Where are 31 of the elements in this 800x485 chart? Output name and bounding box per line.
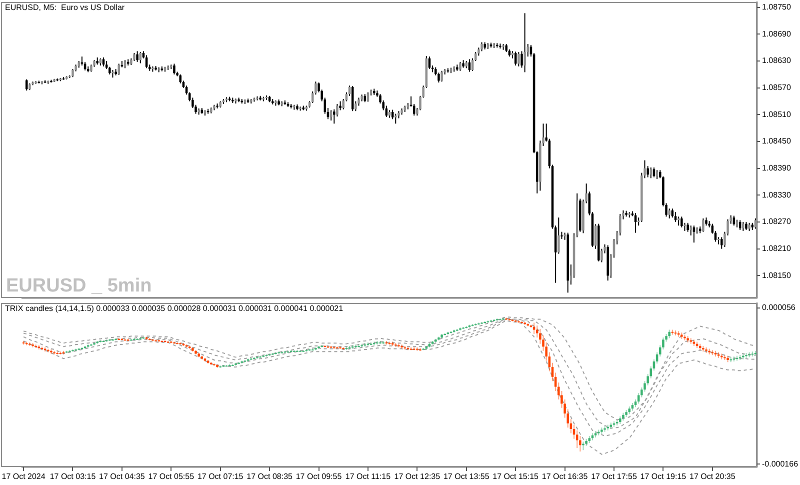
x-tick-label: 17 Oct 2024 [2, 472, 46, 482]
x-tick-label: 17 Oct 07:15 [197, 472, 244, 482]
x-tick-label: 17 Oct 11:15 [345, 472, 392, 482]
y-tick-label: 1.08570 [762, 83, 792, 92]
y-tick-label: 1.08150 [762, 270, 792, 280]
y-tick-label: -0.000166 [762, 459, 799, 468]
x-tick-label: 17 Oct 15:15 [492, 472, 540, 482]
annotation: EURUSD _ 5min [6, 276, 152, 297]
y-tick-label: 0.000056 [762, 303, 796, 312]
y-tick-label: 1.08210 [762, 244, 792, 254]
y-tick-label: 1.08270 [762, 217, 792, 226]
y-tick-label: 1.08450 [762, 136, 792, 146]
y-tick-label: 1.08510 [762, 110, 792, 119]
x-tick-label: 17 Oct 08:35 [246, 472, 294, 482]
x-tick-label: 17 Oct 19:15 [640, 472, 687, 482]
chart-title: TRIX candles (14,14,1.5) 0.000033 0.000035 0.000028 0.000031 0.000031 0.000041 0.000021 [5, 304, 344, 314]
x-tick-label: 17 Oct 04:35 [99, 472, 146, 482]
x-tick-label: 17 Oct 05:55 [148, 472, 195, 482]
y-tick-label: 1.08390 [762, 164, 792, 173]
x-tick-label: 17 Oct 09:55 [296, 472, 342, 482]
x-tick-label: 17 Oct 03:15 [50, 472, 96, 482]
y-tick-label: 1.08330 [762, 190, 792, 200]
x-tick-label: 17 Oct 20:35 [690, 472, 736, 482]
y-tick-label: 1.08690 [762, 29, 792, 38]
x-tick-label: 17 Oct 12:35 [394, 472, 441, 482]
x-tick-label: 17 Oct 13:55 [443, 472, 490, 482]
chart-title: EURUSD, M5: Euro vs US Dollar [5, 3, 125, 12]
y-tick-label: 1.08750 [762, 2, 792, 12]
x-tick-label: 17 Oct 17:55 [591, 472, 638, 482]
y-tick-label: 1.08630 [762, 56, 792, 66]
x-tick-label: 17 Oct 16:35 [542, 472, 588, 482]
